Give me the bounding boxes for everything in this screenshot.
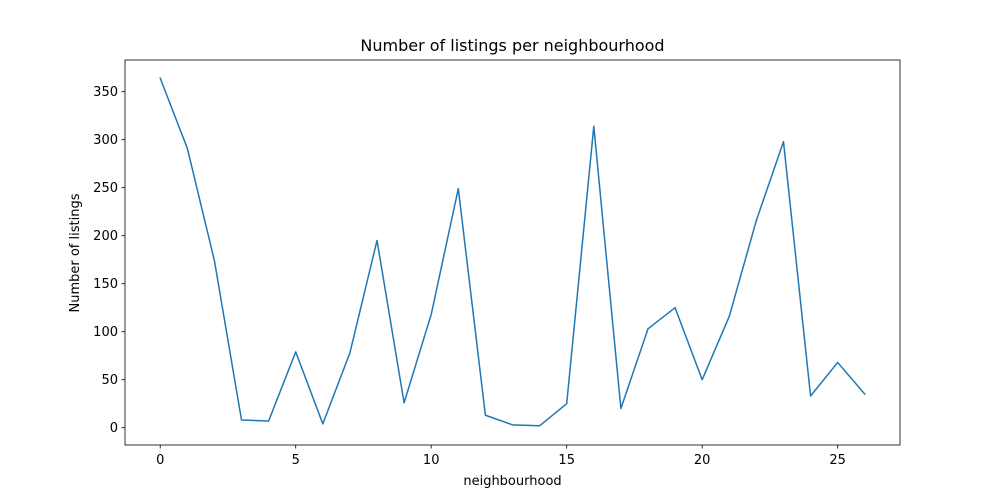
x-tick-label: 20 — [694, 453, 711, 468]
axes-frame — [124, 59, 901, 446]
chart-title: Number of listings per neighbourhood — [360, 36, 664, 55]
y-tick-label: 200 — [93, 229, 118, 244]
y-tick-label: 50 — [101, 373, 118, 388]
y-tick-label: 250 — [93, 181, 118, 196]
y-tick-label: 150 — [93, 277, 118, 292]
y-tick-label: 300 — [93, 133, 118, 148]
x-tick-label: 10 — [423, 453, 440, 468]
y-tick-label: 0 — [110, 421, 118, 436]
x-tick-label: 0 — [156, 453, 164, 468]
x-tick-label: 5 — [292, 453, 300, 468]
series-line-0 — [159, 77, 866, 427]
y-axis-label: Number of listings — [68, 193, 83, 312]
y-tick-label: 350 — [93, 85, 118, 100]
x-tick-label: 25 — [829, 453, 846, 468]
x-tick-label: 15 — [558, 453, 575, 468]
y-tick-label: 100 — [93, 325, 118, 340]
x-axis-label: neighbourhood — [463, 474, 561, 489]
